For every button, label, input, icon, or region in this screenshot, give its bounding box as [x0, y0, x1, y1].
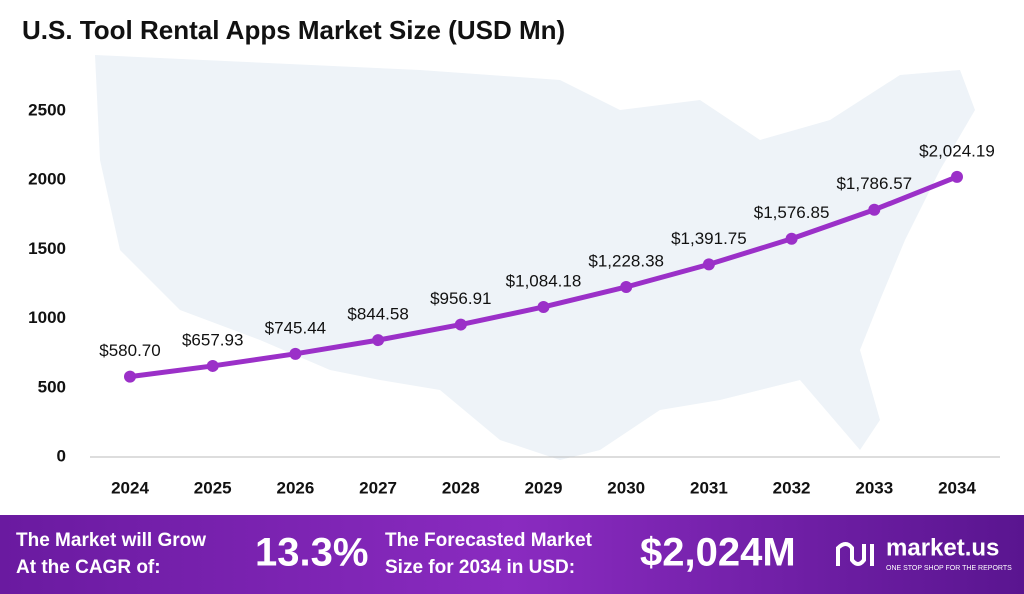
- value-label: $2,024.19: [919, 141, 995, 160]
- value-label: $1,786.57: [836, 174, 912, 193]
- x-tick-label: 2024: [111, 478, 149, 497]
- value-label: $1,084.18: [506, 271, 582, 290]
- value-label: $1,576.85: [754, 203, 830, 222]
- x-tick-label: 2026: [276, 478, 314, 497]
- y-tick-label: 1000: [28, 308, 66, 327]
- point: [537, 300, 550, 313]
- value-label: $844.58: [347, 305, 408, 324]
- tagline: ONE STOP SHOP FOR THE REPORTS: [886, 565, 1012, 572]
- value-label: $745.44: [265, 318, 326, 337]
- x-tick-label: 2033: [855, 478, 893, 497]
- point: [372, 334, 385, 347]
- x-tick-label: 2029: [525, 478, 563, 497]
- point: [289, 347, 302, 360]
- point: [702, 258, 715, 271]
- point: [206, 359, 219, 372]
- x-tick-label: 2034: [938, 478, 976, 497]
- point: [785, 232, 798, 245]
- brand-icon: [836, 542, 874, 566]
- y-tick-label: 0: [57, 446, 66, 465]
- point: [951, 170, 963, 183]
- y-tick-label: 2000: [28, 170, 66, 189]
- value-label: $956.91: [430, 289, 491, 308]
- point: [868, 203, 881, 216]
- value-label: $1,391.75: [671, 229, 747, 248]
- cagr-value: 13.3%: [255, 531, 368, 575]
- point: [620, 280, 633, 293]
- forecast-value: $2,024M: [640, 531, 796, 575]
- cagr-text: At the CAGR of:: [16, 557, 161, 578]
- x-tick-label: 2027: [359, 478, 397, 497]
- chart-title: U.S. Tool Rental Apps Market Size (USD M…: [22, 15, 565, 45]
- map-background: [95, 55, 975, 460]
- y-tick-label: 1500: [28, 239, 66, 258]
- forecast-text: Size for 2034 in USD:: [385, 557, 575, 578]
- x-tick-label: 2031: [690, 478, 728, 497]
- value-label: $580.70: [99, 341, 160, 360]
- brand: market.us: [886, 534, 999, 561]
- x-tick-label: 2028: [442, 478, 480, 497]
- x-tick-label: 2032: [773, 478, 811, 497]
- forecast-text: The Forecasted Market: [385, 530, 593, 551]
- y-tick-label: 500: [38, 377, 66, 396]
- cagr-text: The Market will Grow: [16, 530, 206, 551]
- value-label: $657.93: [182, 330, 243, 349]
- point: [454, 318, 467, 331]
- y-tick-label: 2500: [28, 100, 66, 119]
- x-tick-label: 2025: [194, 478, 232, 497]
- x-tick-label: 2030: [607, 478, 645, 497]
- point: [124, 370, 136, 383]
- value-label: $1,228.38: [588, 251, 664, 270]
